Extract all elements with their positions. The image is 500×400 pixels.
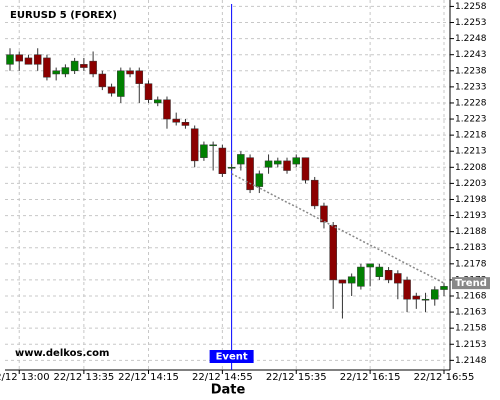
candle-body [98,73,107,88]
candle-body [338,279,347,284]
event-label: Event [216,352,248,363]
y-tick-label: 1.2198 [455,195,487,205]
x-tick-label: 22/12 16:15 [340,372,401,383]
candle-body [274,160,282,165]
candle-body [15,54,23,62]
candle-body [227,167,236,169]
candle-body [403,279,411,300]
candle-body [264,160,273,168]
candle-body [117,70,125,97]
y-tick-label: 1.2238 [455,66,487,76]
y-tick-label: 1.2258 [455,2,487,12]
candle-body [153,99,162,104]
candle-body [384,270,393,281]
y-tick-label: 1.2153 [455,340,487,350]
candle-body [412,295,421,300]
candle-body [440,286,448,290]
event-label-box [209,350,254,363]
x-tick-label: 22/12 13:35 [53,372,114,383]
y-tick-label: 1.2193 [455,211,487,221]
candle-body [135,70,144,84]
candle-body [107,86,116,94]
y-tick-label: 1.2213 [455,147,487,157]
watermark: www.delkos.com [15,348,109,359]
candle-body [283,160,291,171]
candle-body [301,157,310,181]
candle-body [80,64,88,68]
candle-body [24,57,33,65]
y-tick-label: 1.2208 [455,163,487,173]
candle-body [329,224,337,281]
x-axis-label: Date [211,383,246,398]
x-tick-label: 22/12 13:00 [0,372,50,383]
trend-label: Trend [455,278,487,289]
candle-body [357,266,365,287]
trend-label-box [452,277,490,290]
x-tick-label: 22/12 15:35 [266,372,327,383]
candle-body [43,57,51,78]
candle-body [237,154,245,165]
candle-body [200,144,208,158]
y-tick-label: 1.2188 [455,227,487,237]
candle-body [375,266,384,277]
candle-body [190,128,199,162]
y-tick-label: 1.2163 [455,308,487,318]
candle-body [89,60,97,75]
candle-body [246,157,254,191]
x-tick-label: 22/12 14:55 [192,372,253,383]
candle-body [394,273,402,284]
candle-body [6,54,14,65]
candle-body [61,67,70,75]
y-tick-label: 1.2228 [455,98,487,108]
candle-body [421,298,430,301]
candle-body [310,179,319,207]
y-tick-label: 1.2178 [455,259,487,269]
candle-body [366,263,374,268]
candle-body [172,118,180,123]
candle-body [144,83,153,100]
candle-body [347,276,356,284]
y-tick-label: 1.2148 [455,356,487,366]
candle-body [163,99,171,120]
candle-body [292,157,301,165]
candle-body [52,70,60,75]
y-tick-label: 1.2158 [455,324,487,334]
x-tick-label: 22/12 14:15 [118,372,179,383]
y-tick-label: 1.2243 [455,50,487,60]
x-tick-label: 22/12 16:55 [414,372,475,383]
candle-body [181,122,190,126]
y-tick-label: 1.2168 [455,292,487,302]
y-tick-label: 1.2203 [455,179,487,189]
candle-body [255,173,264,187]
candle-body [209,144,217,147]
candle-body [33,54,42,65]
candle-body [218,147,227,174]
y-tick-label: 1.2218 [455,131,487,141]
y-tick-label: 1.2233 [455,82,487,92]
candle-body [431,289,439,300]
candle-body [126,70,134,75]
y-tick-label: 1.2223 [455,115,487,125]
chart-title: EURUSD 5 (FOREX) [10,10,117,21]
y-tick-label: 1.2253 [455,18,487,28]
y-tick-label: 1.2183 [455,243,487,253]
candle-body [70,60,79,72]
y-tick-label: 1.2248 [455,34,487,44]
